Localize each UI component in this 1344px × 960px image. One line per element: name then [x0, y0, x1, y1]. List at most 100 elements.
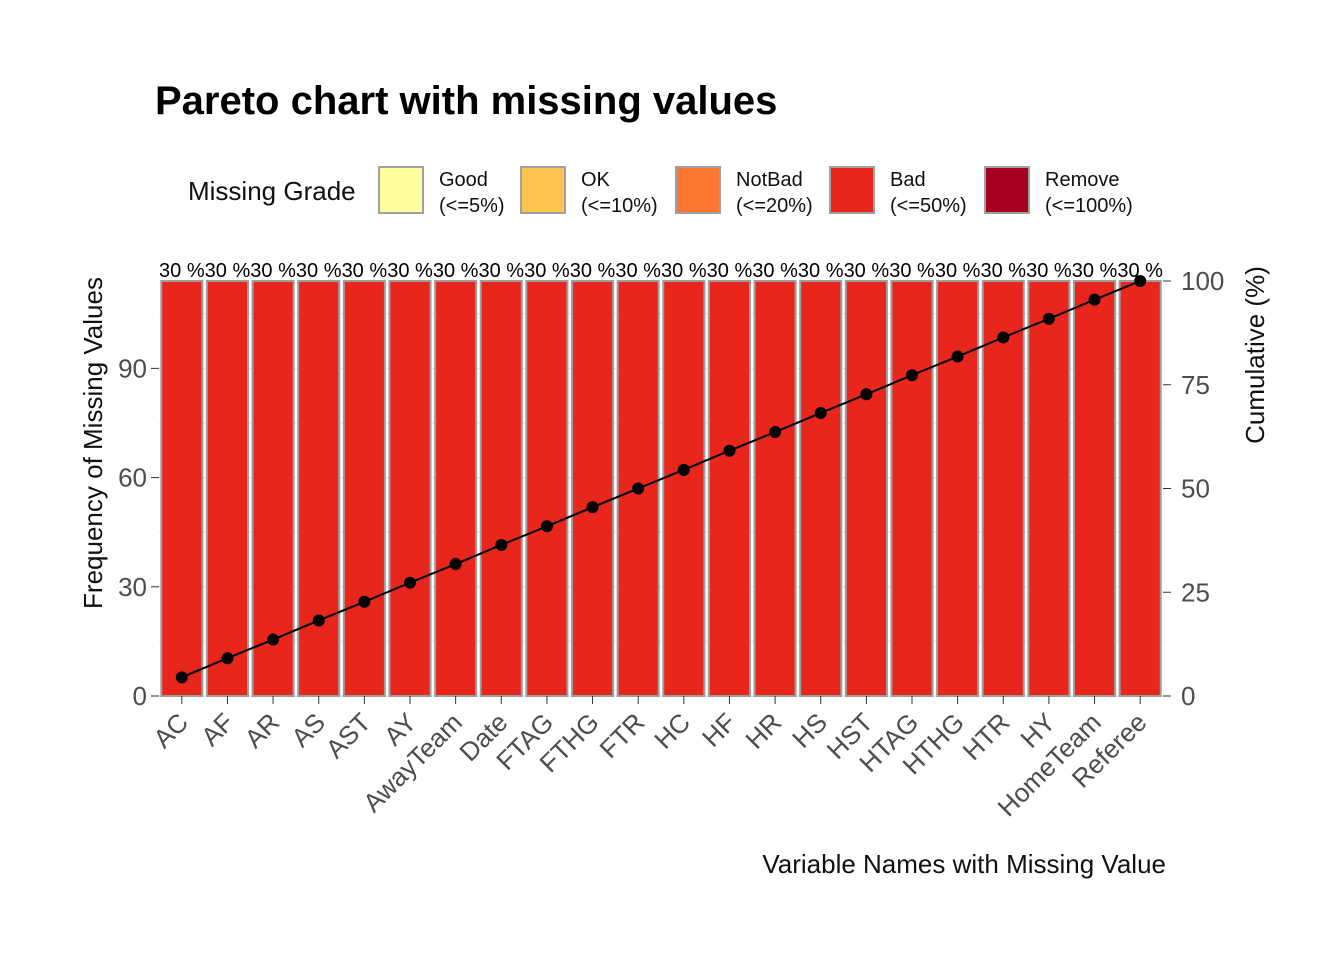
cumulative-point	[769, 426, 782, 439]
bar	[707, 280, 751, 697]
y-right-tick-label: 25	[1181, 577, 1210, 607]
y-axis-right: 0 25 50 75 100	[1163, 266, 1224, 711]
bar	[525, 280, 569, 697]
cumulative-point	[860, 388, 873, 401]
x-tick-label: HC	[648, 707, 696, 755]
y-axis-left: 0 30 60 90	[118, 353, 159, 711]
legend-sublabel: (<=5%)	[439, 195, 505, 217]
legend-item: Bad (<=50%)	[829, 166, 967, 217]
bar-label: 30 %	[250, 260, 296, 282]
bar-label: 30 %	[935, 260, 981, 282]
chart-title: Pareto chart with missing values	[155, 79, 777, 123]
x-tick-label: HF	[696, 707, 742, 753]
bar-label: 30 %	[1072, 260, 1118, 282]
legend-label: NotBad	[736, 169, 803, 191]
bar-label: 30 %	[205, 260, 251, 282]
y-tick-label: 0	[133, 681, 147, 711]
bar-label: 30 %	[980, 260, 1026, 282]
cumulative-point	[404, 576, 416, 589]
x-axis-title: Variable Names with Missing Value	[762, 849, 1166, 879]
bar	[571, 280, 615, 697]
cumulative-point	[632, 482, 645, 495]
cumulative-point	[221, 652, 234, 665]
legend-title: Missing Grade	[188, 176, 356, 206]
bars	[160, 280, 1162, 697]
x-tick-label: FTR	[593, 707, 650, 764]
cumulative-point	[586, 501, 599, 514]
y-tick-label: 90	[118, 353, 147, 383]
bar-label: 30 %	[1026, 260, 1072, 282]
bar-labels: 30 % 30 % 30 % 30 % 30 % 30 % 30 % 30 % 30 % 30 %…	[159, 260, 1163, 282]
bar	[479, 280, 523, 697]
cumulative-point	[1088, 293, 1101, 306]
bar	[799, 280, 843, 697]
bar	[890, 280, 934, 697]
cumulative-line	[175, 275, 1147, 684]
y-right-tick-label: 100	[1181, 266, 1224, 296]
bar-label: 30 %	[707, 260, 753, 282]
cumulative-point	[449, 558, 462, 571]
bar	[205, 280, 249, 697]
cumulative-point	[312, 614, 325, 627]
y-right-tick-label: 0	[1181, 681, 1195, 711]
legend-item: Good (<=5%)	[378, 166, 505, 217]
cumulative-point	[175, 671, 188, 684]
x-tick-label: HR	[740, 707, 788, 755]
legend-swatch	[675, 166, 721, 214]
bar	[1027, 280, 1071, 697]
x-tick-label: AC	[147, 707, 194, 754]
legend-label: OK	[581, 169, 611, 191]
y-tick-label: 30	[118, 572, 147, 602]
bar	[1073, 280, 1117, 697]
legend-swatch	[520, 166, 566, 214]
cumulative-point	[951, 350, 964, 363]
bar	[981, 280, 1025, 697]
cumulative-point	[906, 369, 918, 382]
bar	[844, 280, 888, 697]
cumulative-point	[814, 406, 827, 419]
legend-sublabel: (<=10%)	[581, 195, 658, 217]
x-tick-label: HTR	[957, 707, 1016, 766]
y-right-tick-label: 75	[1181, 370, 1210, 400]
y-tick-label: 60	[118, 463, 147, 493]
cumulative-point	[723, 444, 736, 457]
legend-label: Good	[439, 169, 488, 191]
bar-label: 30 %	[752, 260, 798, 282]
bar-label: 30 %	[478, 260, 524, 282]
cumulative-point	[677, 463, 690, 476]
cumulative-point	[1042, 312, 1055, 325]
bar-label: 30 %	[342, 260, 388, 282]
x-tick-label: AST	[320, 707, 377, 764]
bar-label: 30 %	[661, 260, 707, 282]
bar	[662, 280, 706, 697]
bar	[434, 280, 478, 697]
bar-label: 30 %	[889, 260, 935, 282]
bar-label: 30 %	[615, 260, 661, 282]
bar	[1118, 280, 1162, 697]
y-axis-right-title: Cumulative (%)	[1240, 266, 1270, 444]
cumulative-point	[358, 595, 371, 608]
legend-sublabel: (<=20%)	[736, 195, 813, 217]
bar-label: 30 %	[570, 260, 616, 282]
bar	[251, 280, 295, 697]
bar-label: 30 %	[433, 260, 479, 282]
bar	[160, 280, 204, 697]
cumulative-point	[997, 331, 1010, 344]
legend-sublabel: (<=100%)	[1045, 195, 1133, 217]
y-axis-title: Frequency of Missing Values	[78, 277, 108, 609]
bar	[297, 280, 341, 697]
legend-swatch	[378, 166, 424, 214]
cumulative-point	[540, 520, 553, 533]
bar-label: 30 %	[159, 260, 205, 282]
legend-swatch	[829, 166, 875, 214]
legend-item: Remove (<=100%)	[984, 166, 1133, 217]
bar-label: 30 %	[524, 260, 570, 282]
bar-label: 30 %	[844, 260, 890, 282]
cumulative-point	[267, 633, 280, 646]
legend-label: Remove	[1045, 169, 1119, 191]
cumulative-point	[495, 538, 508, 551]
x-tick-label: AR	[239, 707, 286, 754]
cumulative-line-path	[181, 280, 1141, 679]
